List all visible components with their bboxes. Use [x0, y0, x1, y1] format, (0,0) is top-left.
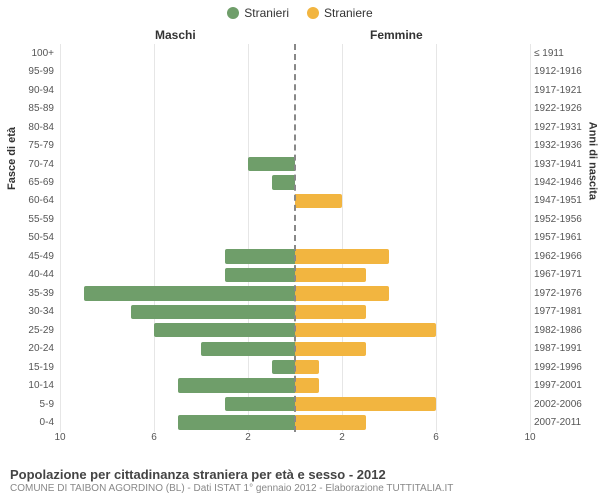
- birth-label: 1957-1961: [534, 232, 592, 243]
- legend-swatch-male: [227, 7, 239, 19]
- bar-female: [295, 286, 389, 300]
- bar-female: [295, 415, 366, 429]
- age-label: 70-74: [12, 159, 54, 170]
- birth-label: 1927-1931: [534, 122, 592, 133]
- age-label: 15-19: [12, 362, 54, 373]
- bar-female: [295, 378, 319, 392]
- birth-label: 1987-1991: [534, 343, 592, 354]
- birth-label: 1952-1956: [534, 214, 592, 225]
- age-label: 25-29: [12, 325, 54, 336]
- bar-male: [225, 268, 296, 282]
- birth-label: 1992-1996: [534, 362, 592, 373]
- birth-label: 1947-1951: [534, 195, 592, 206]
- age-label: 50-54: [12, 232, 54, 243]
- birth-label: 1942-1946: [534, 177, 592, 188]
- x-tick: 6: [151, 432, 157, 443]
- bar-female: [295, 268, 366, 282]
- age-label: 80-84: [12, 122, 54, 133]
- age-label: 75-79: [12, 140, 54, 151]
- age-label: 20-24: [12, 343, 54, 354]
- birth-label: 1962-1966: [534, 251, 592, 262]
- legend-item-female: Straniere: [307, 6, 373, 20]
- birth-label: 1922-1926: [534, 103, 592, 114]
- header-maschi: Maschi: [155, 28, 196, 42]
- age-label: 35-39: [12, 288, 54, 299]
- age-label: 90-94: [12, 85, 54, 96]
- birth-label: 1917-1921: [534, 85, 592, 96]
- birth-label: 1912-1916: [534, 66, 592, 77]
- age-label: 55-59: [12, 214, 54, 225]
- bar-female: [295, 249, 389, 263]
- age-label: 60-64: [12, 195, 54, 206]
- bar-male: [272, 360, 296, 374]
- birth-label: 2007-2011: [534, 417, 592, 428]
- birth-label: ≤ 1911: [534, 48, 592, 59]
- footer: Popolazione per cittadinanza straniera p…: [10, 467, 590, 494]
- bar-male: [248, 157, 295, 171]
- legend-label-female: Straniere: [324, 6, 373, 20]
- bar-female: [295, 342, 366, 356]
- gridline: [530, 44, 531, 432]
- birth-label: 2002-2006: [534, 399, 592, 410]
- age-label: 45-49: [12, 251, 54, 262]
- age-label: 95-99: [12, 66, 54, 77]
- x-tick: 2: [339, 432, 345, 443]
- bar-male: [131, 305, 296, 319]
- birth-label: 1997-2001: [534, 380, 592, 391]
- pyramid-chart: Stranieri Straniere Maschi Femmine Fasce…: [0, 0, 600, 500]
- x-tick: 6: [433, 432, 439, 443]
- birth-label: 1982-1986: [534, 325, 592, 336]
- age-label: 5-9: [12, 399, 54, 410]
- bar-male: [225, 397, 296, 411]
- bar-female: [295, 305, 366, 319]
- bar-male: [225, 249, 296, 263]
- bar-male: [178, 378, 296, 392]
- x-axis: 10622610: [60, 432, 530, 450]
- legend-item-male: Stranieri: [227, 6, 289, 20]
- plot-area: 100+≤ 191195-991912-191690-941917-192185…: [60, 44, 530, 432]
- bar-male: [178, 415, 296, 429]
- bar-male: [201, 342, 295, 356]
- birth-label: 1967-1971: [534, 269, 592, 280]
- bar-female: [295, 194, 342, 208]
- x-tick: 2: [245, 432, 251, 443]
- x-tick: 10: [54, 432, 65, 443]
- bar-male: [84, 286, 296, 300]
- x-tick: 10: [524, 432, 535, 443]
- bar-female: [295, 323, 436, 337]
- bar-male: [154, 323, 295, 337]
- bar-male: [272, 175, 296, 189]
- birth-label: 1977-1981: [534, 306, 592, 317]
- bar-female: [295, 360, 319, 374]
- legend: Stranieri Straniere: [0, 0, 600, 20]
- center-line: [294, 44, 296, 432]
- age-label: 30-34: [12, 306, 54, 317]
- birth-label: 1937-1941: [534, 159, 592, 170]
- age-label: 100+: [12, 48, 54, 59]
- age-label: 10-14: [12, 380, 54, 391]
- legend-swatch-female: [307, 7, 319, 19]
- bar-female: [295, 397, 436, 411]
- footer-title: Popolazione per cittadinanza straniera p…: [10, 467, 590, 482]
- footer-subtitle: COMUNE DI TAIBON AGORDINO (BL) - Dati IS…: [10, 483, 590, 494]
- age-label: 85-89: [12, 103, 54, 114]
- header-femmine: Femmine: [370, 28, 423, 42]
- legend-label-male: Stranieri: [244, 6, 289, 20]
- birth-label: 1932-1936: [534, 140, 592, 151]
- age-label: 65-69: [12, 177, 54, 188]
- birth-label: 1972-1976: [534, 288, 592, 299]
- age-label: 0-4: [12, 417, 54, 428]
- age-label: 40-44: [12, 269, 54, 280]
